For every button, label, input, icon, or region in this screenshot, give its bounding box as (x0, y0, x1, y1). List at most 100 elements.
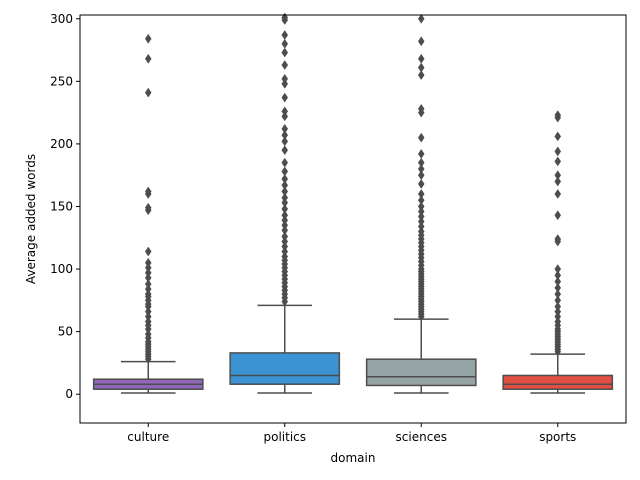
outlier-point (417, 36, 425, 47)
outlier-point (554, 110, 562, 121)
outlier-point (281, 123, 289, 134)
outlier-point (144, 202, 152, 213)
outlier-point (554, 264, 562, 275)
outlier-point (144, 306, 152, 317)
outlier-point (417, 226, 425, 237)
outlier-point (554, 176, 562, 187)
x-tick-label: culture (127, 430, 169, 444)
outlier-point (554, 282, 562, 293)
outlier-point (281, 30, 289, 40)
outlier-point (417, 163, 425, 174)
outlier-point (281, 180, 289, 191)
outlier-point (554, 316, 562, 327)
outlier-point (144, 87, 152, 98)
outlier-point (554, 234, 562, 244)
y-tick-label: 250 (50, 74, 73, 88)
outlier-point (417, 206, 425, 217)
x-tick-label: sports (539, 430, 576, 444)
outlier-point (554, 289, 562, 300)
box-sports (502, 110, 614, 394)
outlier-point (281, 197, 289, 208)
outlier-point (417, 62, 425, 73)
outlier-point (144, 311, 152, 322)
outlier-point (554, 189, 562, 199)
x-tick-label: sciences (396, 430, 447, 444)
outlier-point (554, 301, 562, 312)
outlier-point (281, 236, 289, 247)
outlier-point (281, 166, 289, 177)
outlier-point (417, 70, 425, 81)
x-axis-label: domain (331, 451, 376, 465)
box-sciences (365, 13, 477, 394)
outlier-point (554, 311, 562, 322)
outlier-point (281, 111, 289, 122)
outlier-point (281, 78, 289, 89)
outlier-point (281, 130, 289, 141)
outlier-point (417, 148, 425, 159)
outlier-point (144, 284, 152, 295)
outlier-point (144, 279, 152, 290)
y-tick-label: 0 (65, 387, 73, 401)
x-tick-label: politics (263, 430, 306, 444)
outlier-point (144, 267, 152, 278)
outlier-point (554, 146, 562, 157)
outlier-point (144, 289, 152, 300)
outlier-point (281, 157, 289, 168)
box-politics (229, 12, 341, 394)
outlier-point (281, 204, 289, 214)
y-axis-label: Average added words (24, 154, 38, 284)
outlier-point (554, 170, 562, 181)
outlier-point (281, 174, 289, 184)
outlier-point (144, 186, 152, 197)
outlier-point (144, 262, 152, 273)
outlier-point (554, 276, 562, 287)
outlier-point (281, 60, 289, 71)
outlier-point (281, 106, 289, 117)
y-tick-label: 200 (50, 137, 73, 151)
outlier-point (417, 221, 425, 232)
outlier-point (554, 156, 562, 167)
outlier-point (281, 73, 289, 84)
iqr-box (502, 374, 614, 390)
outlier-point (417, 179, 425, 189)
outlier-point (281, 186, 289, 197)
outlier-point (144, 257, 152, 268)
outlier-point (281, 136, 289, 147)
outlier-point (417, 170, 425, 181)
outlier-point (281, 145, 289, 156)
outlier-point (281, 47, 289, 58)
outlier-point (554, 306, 562, 317)
y-tick-label: 50 (58, 325, 73, 339)
outlier-point (281, 210, 289, 221)
outlier-point (417, 211, 425, 222)
outlier-point (281, 231, 289, 242)
plot-frame (79, 14, 627, 424)
iqr-box (229, 352, 341, 385)
outlier-point (554, 270, 562, 281)
outlier-point (417, 195, 425, 206)
outlier-point (144, 316, 152, 327)
outlier-point (554, 131, 562, 142)
outlier-point (281, 38, 289, 49)
outlier-point (554, 210, 562, 221)
outlier-point (417, 103, 425, 114)
outlier-point (144, 53, 152, 64)
outlier-point (281, 220, 289, 231)
outlier-point (281, 92, 289, 103)
y-tick-label: 100 (50, 262, 73, 276)
outlier-point (281, 241, 289, 252)
outlier-point (281, 246, 289, 257)
plot-area (92, 12, 614, 394)
outlier-point (417, 216, 425, 227)
outlier-point (417, 132, 425, 143)
outlier-point (417, 201, 425, 212)
outlier-point (281, 192, 289, 203)
outlier-point (144, 272, 152, 283)
y-tick-label: 300 (50, 12, 73, 26)
outlier-point (281, 225, 289, 236)
outlier-point (417, 13, 425, 24)
y-tick-label: 150 (50, 199, 73, 213)
outlier-point (417, 157, 425, 168)
outlier-point (281, 215, 289, 226)
